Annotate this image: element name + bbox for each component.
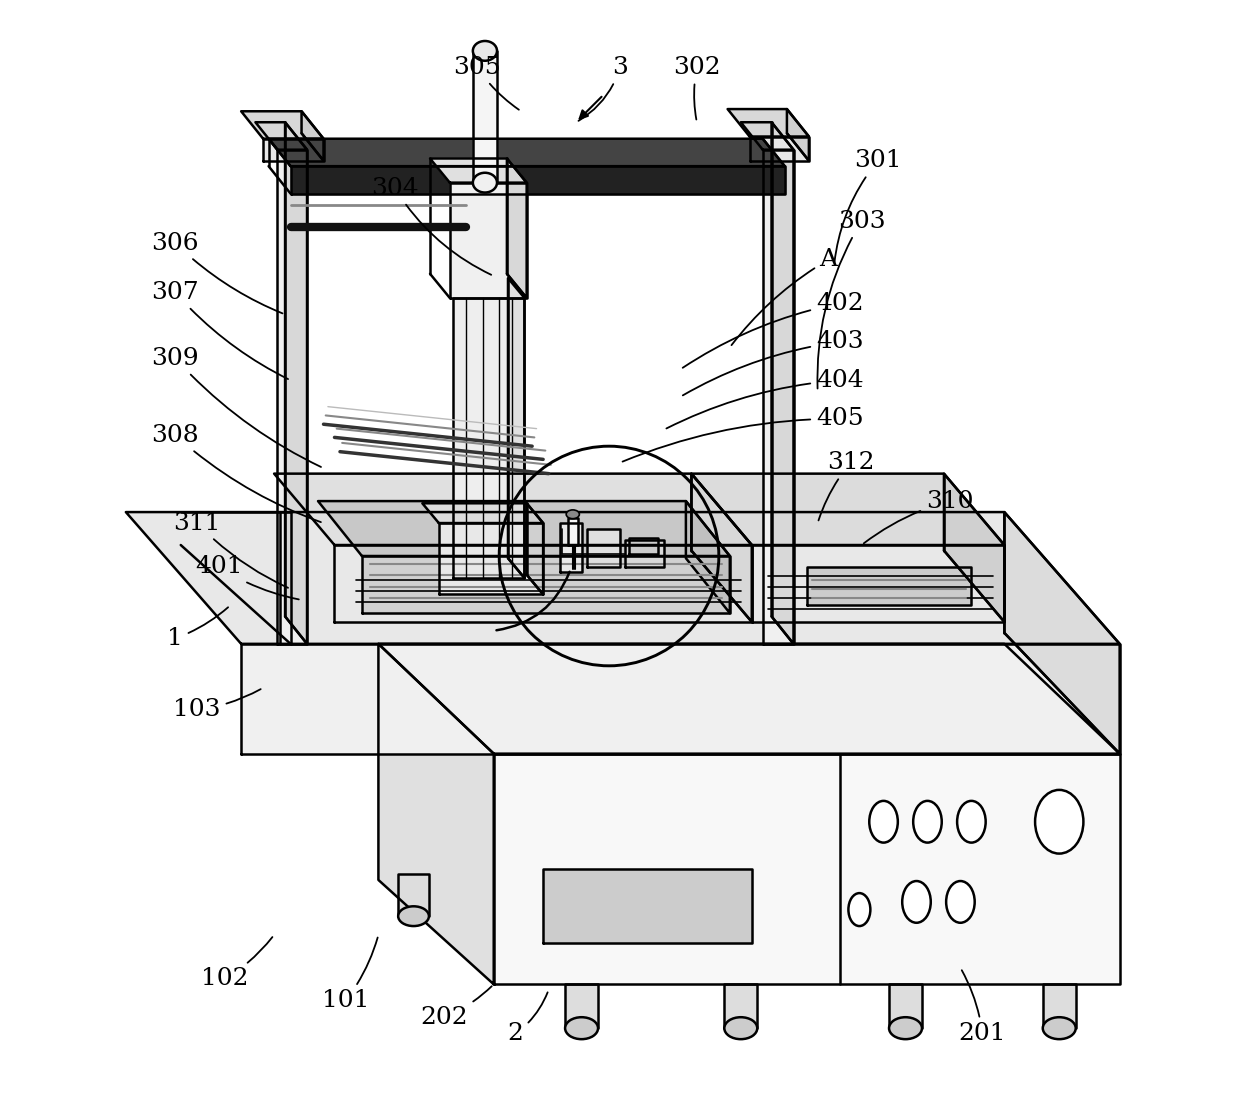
- Polygon shape: [378, 644, 1120, 754]
- Text: 304: 304: [371, 177, 491, 275]
- Text: 307: 307: [151, 281, 288, 379]
- Text: 102: 102: [201, 937, 273, 991]
- Text: 308: 308: [151, 424, 321, 523]
- Polygon shape: [450, 182, 527, 298]
- Text: A: A: [732, 248, 838, 345]
- Text: 302: 302: [673, 56, 720, 119]
- Ellipse shape: [848, 893, 870, 926]
- Polygon shape: [724, 984, 758, 1029]
- Text: 202: 202: [420, 986, 492, 1029]
- Text: 306: 306: [151, 231, 283, 314]
- Text: 405: 405: [622, 407, 863, 461]
- Text: 310: 310: [864, 489, 973, 544]
- Polygon shape: [751, 545, 1004, 622]
- Polygon shape: [241, 644, 1120, 754]
- Polygon shape: [889, 984, 923, 1029]
- Text: 309: 309: [151, 347, 321, 467]
- Text: 103: 103: [174, 689, 260, 722]
- Polygon shape: [629, 538, 658, 554]
- Polygon shape: [472, 51, 497, 182]
- Ellipse shape: [472, 172, 497, 192]
- Polygon shape: [317, 502, 730, 556]
- Text: 305: 305: [454, 56, 518, 110]
- Polygon shape: [508, 278, 525, 578]
- Ellipse shape: [889, 1017, 923, 1040]
- Polygon shape: [944, 474, 1004, 622]
- Ellipse shape: [1035, 790, 1084, 854]
- Polygon shape: [749, 137, 808, 160]
- Text: 404: 404: [666, 369, 863, 428]
- Polygon shape: [241, 111, 324, 139]
- Polygon shape: [278, 150, 308, 644]
- Polygon shape: [362, 556, 730, 613]
- Ellipse shape: [472, 41, 497, 61]
- Polygon shape: [453, 298, 525, 578]
- Polygon shape: [565, 984, 598, 1029]
- Polygon shape: [1043, 984, 1076, 1029]
- Text: 101: 101: [322, 937, 378, 1012]
- Text: 401: 401: [196, 556, 299, 599]
- Polygon shape: [807, 567, 971, 605]
- Polygon shape: [543, 868, 751, 943]
- Polygon shape: [269, 139, 785, 166]
- Polygon shape: [125, 512, 1120, 644]
- Ellipse shape: [869, 801, 898, 843]
- Polygon shape: [301, 111, 324, 160]
- Polygon shape: [568, 517, 578, 545]
- Text: 311: 311: [174, 512, 288, 588]
- Polygon shape: [423, 504, 543, 523]
- Text: 303: 303: [817, 209, 885, 388]
- Text: 312: 312: [818, 451, 874, 520]
- Polygon shape: [398, 874, 429, 916]
- Ellipse shape: [946, 881, 975, 923]
- Polygon shape: [430, 159, 527, 182]
- Ellipse shape: [913, 801, 941, 843]
- Polygon shape: [728, 109, 808, 137]
- Text: 301: 301: [835, 149, 901, 262]
- Polygon shape: [263, 139, 324, 160]
- Polygon shape: [335, 545, 751, 622]
- Polygon shape: [625, 539, 663, 567]
- Polygon shape: [787, 109, 808, 160]
- Ellipse shape: [957, 801, 986, 843]
- Polygon shape: [255, 122, 308, 150]
- Polygon shape: [378, 644, 494, 984]
- Text: 201: 201: [959, 970, 1006, 1045]
- Ellipse shape: [1043, 1017, 1076, 1040]
- Polygon shape: [692, 474, 1004, 545]
- Ellipse shape: [724, 1017, 758, 1040]
- Text: 402: 402: [683, 292, 863, 368]
- Ellipse shape: [398, 906, 429, 926]
- Polygon shape: [771, 122, 794, 644]
- Ellipse shape: [565, 1017, 598, 1040]
- Polygon shape: [439, 523, 543, 595]
- Polygon shape: [527, 504, 543, 595]
- Ellipse shape: [567, 510, 579, 518]
- Text: 2: 2: [507, 992, 548, 1045]
- Polygon shape: [507, 159, 527, 298]
- Polygon shape: [686, 502, 730, 613]
- Ellipse shape: [903, 881, 931, 923]
- Polygon shape: [494, 754, 1120, 984]
- Polygon shape: [290, 166, 785, 193]
- Polygon shape: [1004, 512, 1120, 754]
- Polygon shape: [740, 122, 794, 150]
- Polygon shape: [274, 474, 751, 545]
- Polygon shape: [763, 150, 794, 644]
- Polygon shape: [559, 523, 582, 573]
- Polygon shape: [285, 122, 308, 644]
- Text: 1: 1: [167, 607, 228, 649]
- Text: 3: 3: [579, 56, 627, 121]
- Text: 403: 403: [683, 330, 863, 396]
- Polygon shape: [587, 528, 620, 567]
- Polygon shape: [692, 474, 751, 622]
